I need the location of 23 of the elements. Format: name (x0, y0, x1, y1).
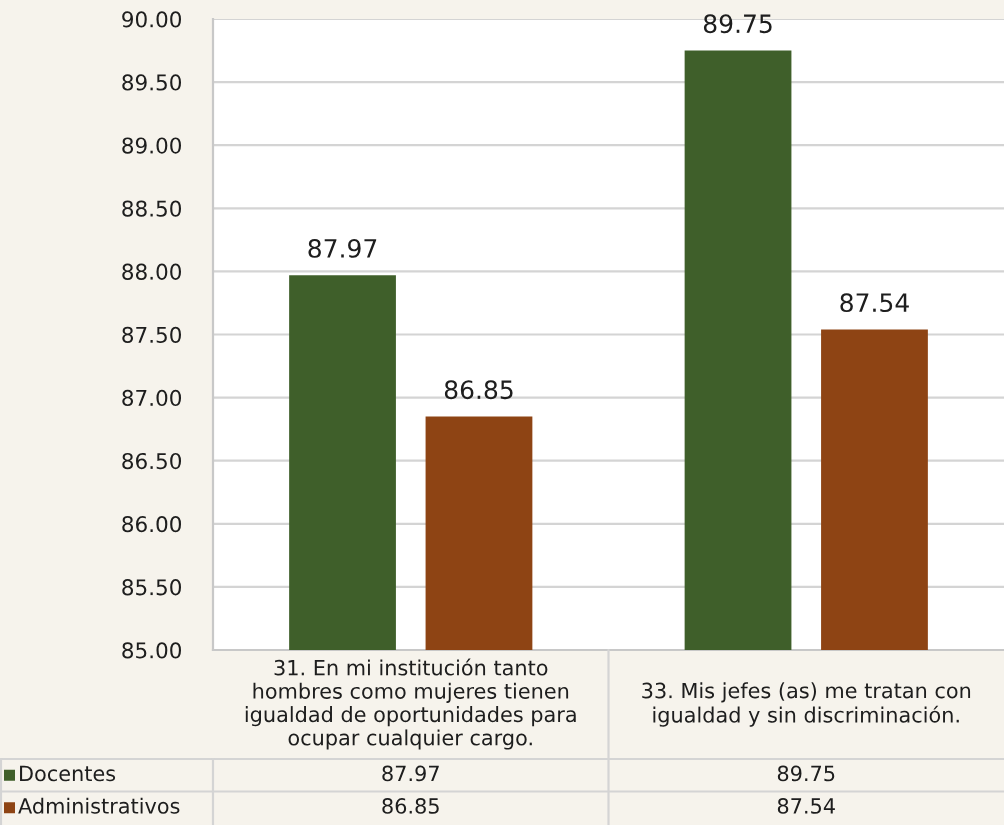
data-label: 87.97 (382, 765, 439, 782)
data-label: 87.54 (777, 798, 835, 814)
annotation: 87.54 (840, 293, 909, 313)
y-tick-label: 89.00 (122, 137, 182, 154)
y-tick-label: 87.50 (122, 326, 182, 343)
data-label: 86.85 (382, 798, 439, 814)
y-tick-label: 90.00 (122, 11, 182, 28)
legend-label: Docentes (20, 765, 116, 782)
y-tick-label: 88.50 (122, 200, 182, 217)
y-tick-label: 87.00 (122, 389, 182, 407)
y-tick-label: 86.50 (122, 452, 182, 470)
annotation: 87.97 (308, 238, 377, 258)
annotation: 86.85 (444, 380, 513, 400)
y-tick-label: 85.50 (122, 579, 182, 596)
y-tick-label: 88.00 (122, 263, 182, 280)
x-tick-label: 33. Mis jefes (as) me tratan con igualdad y sin discriminación. (642, 682, 971, 727)
y-tick-label: 89.50 (122, 74, 182, 91)
legend-label: Administrativos (18, 797, 180, 814)
annotation: 89.75 (703, 14, 772, 34)
y-tick-label: 85.00 (122, 642, 182, 659)
y-tick-label: 86.00 (122, 516, 182, 533)
x-tick-label: 31. En mi institución tanto hombres como mujeres tienen igualdad de oportunidades para ocupar cualquier cargo. (245, 658, 576, 750)
data-label: 89.75 (777, 765, 835, 782)
